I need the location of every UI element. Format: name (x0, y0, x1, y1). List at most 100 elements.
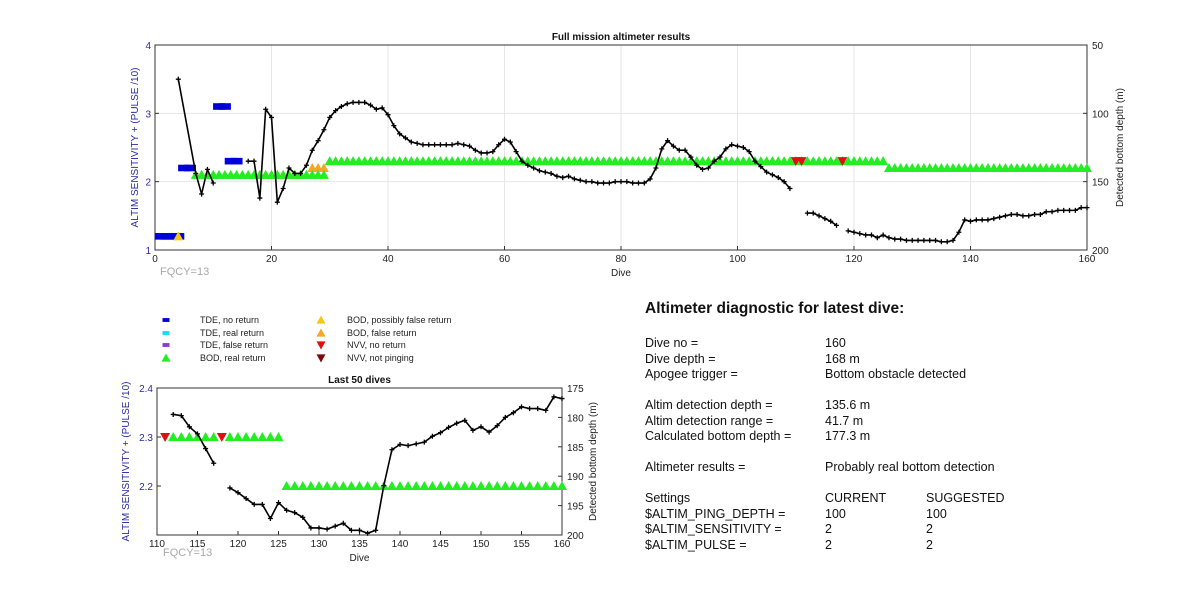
legend-item: BOD, possibly false return (315, 315, 452, 325)
diag-row-bottom-depth: Calculated bottom depth = 177.3 m (645, 429, 871, 443)
bottom-depth-point (566, 173, 572, 179)
bottom-depth-point (676, 147, 682, 153)
bottom-depth-point (775, 175, 781, 181)
bod-real-return-marker (878, 156, 889, 166)
bottom-depth-point (470, 427, 476, 433)
y-right-tick-label: 100 (1092, 109, 1109, 120)
bottom-depth-point (944, 239, 950, 245)
bottom-depth-point (863, 232, 869, 238)
bod-real-returnmarker (338, 481, 349, 490)
bottom-depth-point (694, 162, 700, 168)
bod-real-returnmarker (500, 481, 511, 490)
bottom-depth-point (787, 186, 793, 191)
bottom-depth-point (362, 99, 368, 105)
bottom-depth-point (810, 210, 816, 216)
bottom-depth-point (735, 143, 740, 149)
diag-row-apogee-trigger: Apogee trigger = Bottom obstacle detected (645, 367, 967, 381)
bottom-depth-point (199, 191, 205, 197)
bottom-depth-point (548, 170, 554, 176)
bottom-depth-point (665, 138, 671, 144)
bottom-depth-point (494, 423, 500, 429)
bottom-depth-point (612, 179, 618, 185)
bottom-depth-point (670, 143, 676, 149)
x-tick-label: 60 (499, 254, 511, 265)
y-tick-label: 2.2 (139, 482, 153, 493)
bod-real-returnmarker (524, 481, 535, 490)
x-axis-label: Dive (349, 553, 369, 564)
x-tick-label: 120 (846, 254, 863, 265)
bottom-depth-point (1020, 213, 1026, 219)
bottom-depth-point (324, 526, 330, 532)
bottom-depth-point (292, 170, 298, 176)
bottom-depth-point (284, 507, 290, 513)
bottom-depth-point (389, 447, 395, 453)
chart-title: Full mission altimeter results (552, 32, 691, 43)
bottom-depth-point (426, 142, 432, 148)
bod-real-returnmarker (532, 481, 543, 490)
bod-real-returnmarker (386, 481, 397, 490)
y-axis-label: ALTIM SENSITIVITY + (PULSE /10) (121, 382, 132, 542)
bottom-depth-point (309, 147, 315, 153)
bottom-depth-point (886, 235, 892, 241)
bottom-depth-point (490, 149, 496, 155)
bottom-depth-point (408, 139, 414, 145)
bottom-depth-point (740, 145, 746, 150)
bottom-depth-point (316, 525, 322, 531)
bod-real-returnmarker (224, 432, 235, 441)
bottom-depth-point (280, 186, 286, 191)
legend-marker-icon (161, 353, 171, 362)
bod-real-returnmarker (516, 481, 527, 490)
bottom-depth-point (606, 180, 612, 186)
bottom-depth-point (245, 158, 251, 164)
bod-real-returnmarker (419, 481, 430, 490)
settings-header-row: Settings CURRENT SUGGESTED (645, 491, 1005, 505)
bottom-depth-point (437, 142, 443, 148)
fqcy-annotation: FQCY=13 (160, 266, 209, 278)
bottom-depth-point (962, 217, 968, 223)
x-tick-label: 145 (432, 539, 449, 550)
bottom-depth-point (519, 404, 524, 410)
bottom-depth-point (758, 164, 764, 170)
bottom-depth-point (454, 420, 460, 426)
bottom-depth-point (551, 394, 557, 400)
bottom-depth-point (1078, 205, 1084, 211)
bod-real-returnmarker (241, 432, 252, 441)
y-tick-label: 4 (145, 41, 151, 52)
legend-label: BOD, real return (200, 352, 266, 363)
bottom-depth-point (332, 523, 338, 529)
legend-marker-icon (162, 343, 170, 347)
bottom-depth-point (472, 147, 478, 153)
bottom-depth-point (204, 166, 210, 172)
bottom-depth-point (397, 131, 403, 137)
bottom-depth-point (502, 136, 507, 142)
bod-real-returnmarker (297, 481, 308, 490)
bottom-depth-point (397, 441, 403, 447)
bottom-depth-point (175, 76, 181, 82)
legend-marker-icon (162, 318, 170, 322)
bottom-depth-point (350, 99, 356, 105)
x-tick-label: 115 (190, 539, 206, 550)
bottom-depth-point (950, 237, 956, 243)
bottom-depth-point (513, 149, 519, 155)
bod-real-returnmarker (476, 481, 486, 490)
bottom-depth-point (298, 170, 304, 176)
tde-no-returnmarker (183, 164, 196, 172)
x-tick-label: 160 (554, 539, 571, 550)
bottom-depth-point (502, 414, 508, 420)
x-tick-label: 140 (962, 254, 979, 265)
bottom-depth-point (535, 406, 541, 412)
bottom-depth-point (300, 514, 306, 520)
bottom-depth-point (338, 104, 344, 109)
bottom-depth-point (286, 165, 292, 171)
bod-real-returnmarker (354, 481, 365, 490)
bottom-depth-point (647, 176, 653, 182)
bottom-depth-point (1032, 211, 1038, 217)
bottom-depth-point (624, 179, 630, 185)
bod-real-returnmarker (305, 481, 316, 490)
bottom-depth-point (595, 180, 601, 186)
bottom-depth-point (769, 172, 775, 178)
bottom-depth-point (746, 149, 752, 155)
x-tick-label: 135 (351, 539, 368, 550)
bottom-depth-point (420, 142, 426, 148)
